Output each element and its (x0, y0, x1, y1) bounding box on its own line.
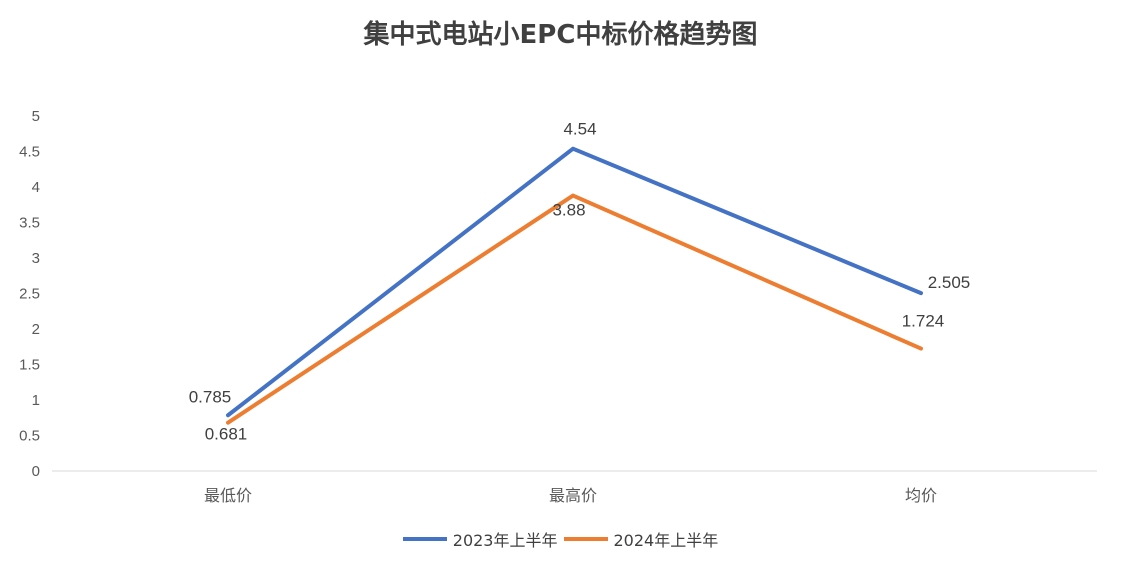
data-label: 3.88 (552, 201, 585, 220)
x-category-label: 最高价 (549, 486, 597, 505)
data-label: 0.785 (189, 387, 232, 406)
legend-item: 2024年上半年 (563, 527, 719, 551)
y-tick-label: 5 (32, 108, 40, 125)
y-tick-label: 3.5 (19, 215, 40, 232)
data-label: 2.505 (928, 273, 971, 292)
series-line-1 (226, 146, 923, 418)
y-tick-label: 2.5 (19, 286, 40, 303)
legend-swatch (563, 537, 608, 541)
data-label: 4.54 (563, 120, 596, 139)
x-category-label: 最低价 (204, 486, 252, 505)
x-category-label: 均价 (905, 486, 937, 505)
legend-label: 2024年上半年 (613, 531, 719, 550)
y-tick-label: 0.5 (19, 428, 40, 445)
y-tick-label: 1.5 (19, 357, 40, 374)
series-line-2 (226, 193, 923, 425)
chart-title: 集中式电站小EPC中标价格趋势图 (363, 20, 758, 50)
legend-label: 2023年上半年 (452, 531, 558, 550)
legend-item: 2023年上半年 (402, 527, 558, 551)
y-tick-label: 2 (32, 321, 40, 338)
y-tick-label: 4.5 (19, 144, 40, 161)
y-tick-label: 0 (32, 463, 40, 480)
y-tick-label: 4 (32, 179, 40, 196)
legend-swatch (402, 537, 447, 541)
data-label: 1.724 (902, 312, 945, 331)
y-tick-label: 3 (32, 250, 40, 267)
legend: 2023年上半年 2024年上半年 (0, 527, 1121, 551)
data-label: 0.681 (205, 425, 248, 444)
y-tick-label: 1 (32, 392, 40, 409)
